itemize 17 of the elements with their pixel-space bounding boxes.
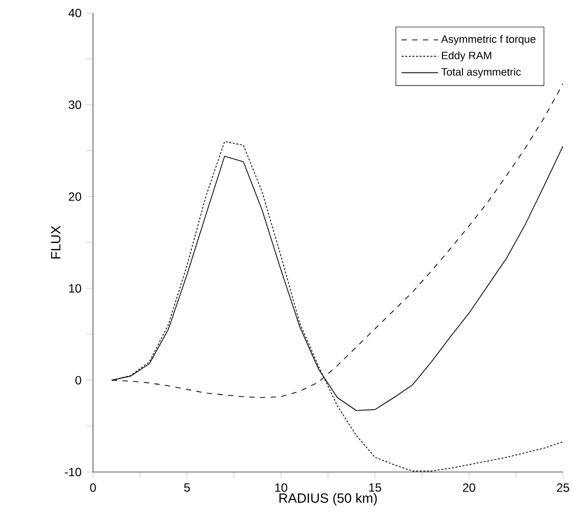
- x-tick-label: 15: [369, 483, 382, 492]
- y-tick-label: 10: [69, 284, 82, 293]
- y-axis-title: FLUX: [51, 226, 60, 258]
- x-tick-label: 5: [184, 483, 190, 492]
- x-tick-label: 20: [462, 483, 476, 492]
- x-tick-label: 0: [90, 483, 96, 492]
- x-tick-label: 10: [275, 483, 288, 492]
- y-tick-label: 30: [68, 100, 82, 110]
- legend-label: Asymmetric f torque: [441, 35, 536, 45]
- y-tick-label: 20: [68, 192, 82, 201]
- legend-label: Eddy RAM: [442, 51, 492, 62]
- legend-label: Total asymmetric: [441, 68, 521, 78]
- y-tick-label: -10: [64, 468, 82, 476]
- x-tick-label: 25: [556, 483, 570, 492]
- y-tick-label: 40: [68, 8, 82, 18]
- x-axis-title: RADIUS (50 km): [279, 493, 377, 506]
- y-tick-label: 0: [75, 376, 82, 384]
